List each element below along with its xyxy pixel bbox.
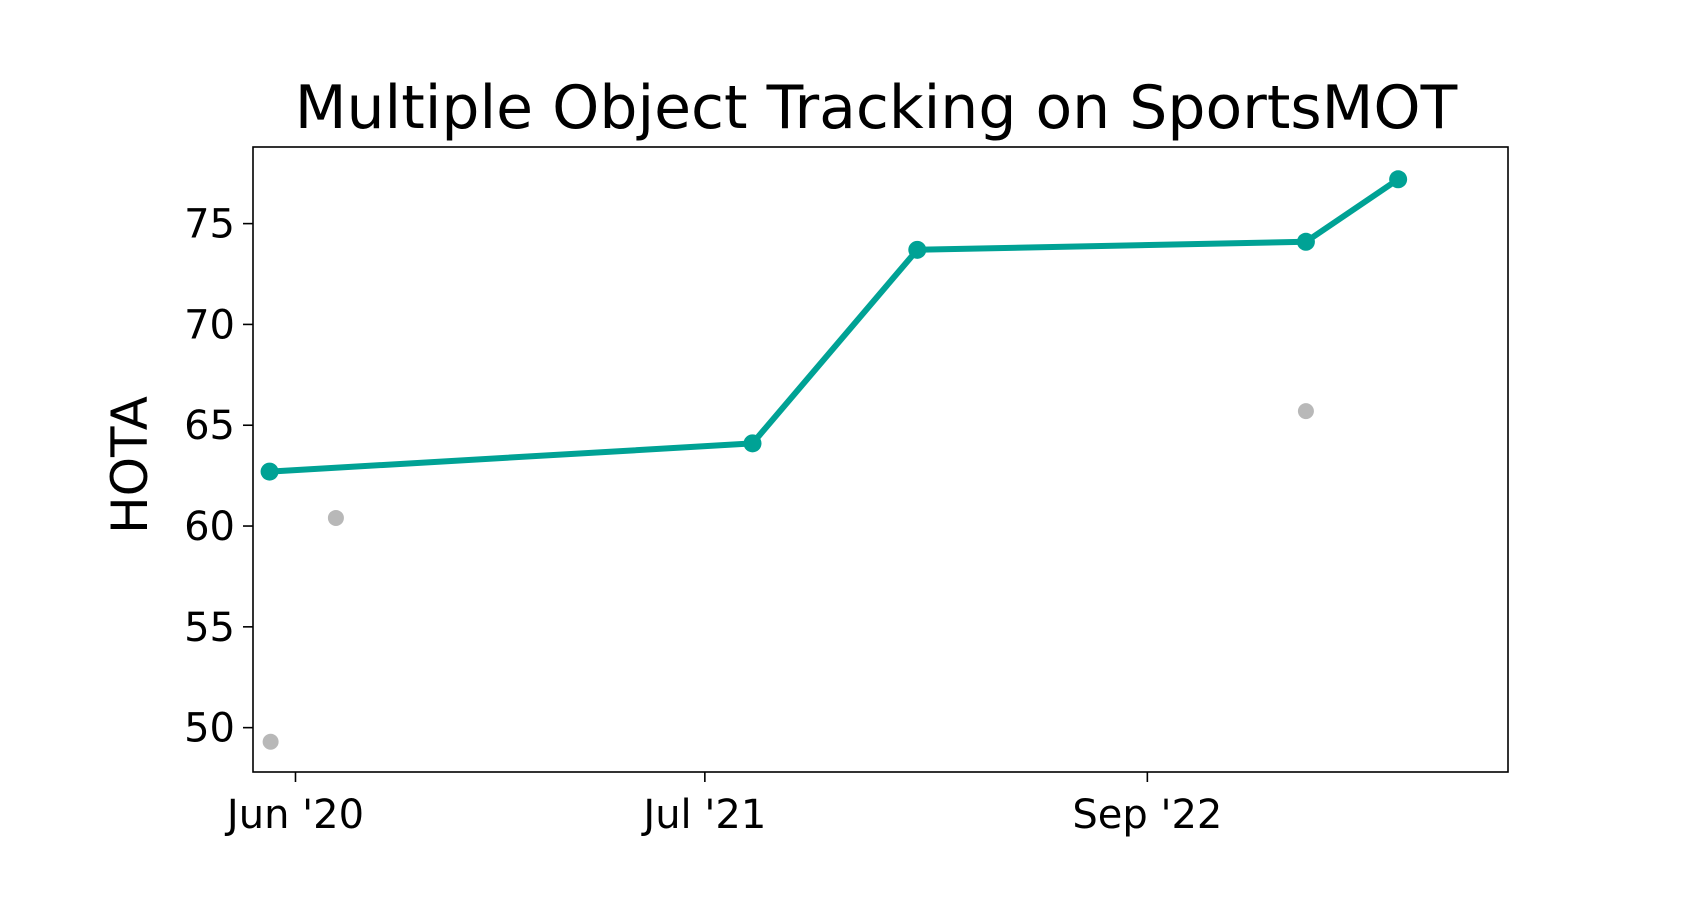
x-tick-label: Sep '22 — [1072, 792, 1222, 838]
y-tick-label: 50 — [184, 706, 235, 752]
chart-title: Multiple Object Tracking on SportsMOT — [295, 73, 1458, 143]
sota-point — [1389, 170, 1408, 189]
y-tick-label: 65 — [184, 403, 235, 449]
y-axis: 50 55 60 65 70 75 — [184, 202, 253, 752]
x-axis: Jun '20 Jul '21 Sep '22 — [224, 772, 1222, 838]
y-axis-label: HOTA — [101, 396, 159, 534]
sota-point — [1296, 232, 1315, 251]
other-result-point — [1297, 403, 1314, 420]
sota-point — [260, 462, 279, 481]
sota-point — [743, 434, 762, 453]
sota-point — [908, 240, 927, 259]
other-result-point — [262, 733, 279, 750]
y-tick-label: 55 — [184, 605, 235, 651]
plot-frame — [252, 146, 1509, 773]
y-tick-label: 60 — [184, 504, 235, 550]
other-result-point — [327, 509, 344, 526]
y-tick-label: 75 — [184, 202, 235, 248]
x-tick-label: Jul '21 — [640, 792, 766, 838]
y-tick-label: 70 — [184, 302, 235, 348]
series-layer — [260, 170, 1408, 750]
x-tick-label: Jun '20 — [224, 792, 364, 838]
